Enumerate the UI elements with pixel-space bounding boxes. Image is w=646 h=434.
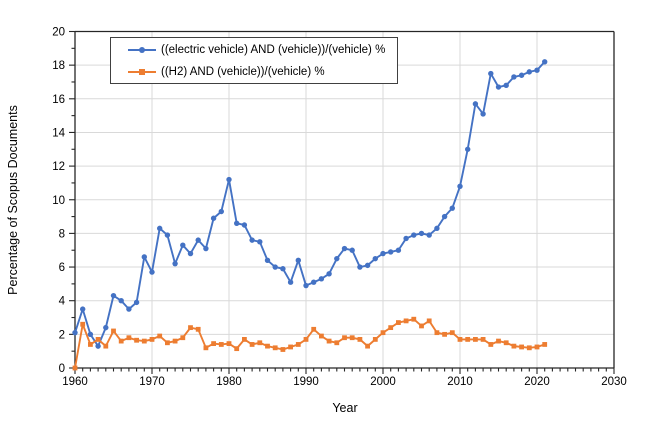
svg-text:1990: 1990 <box>293 376 319 388</box>
x-axis <box>74 367 615 374</box>
svg-text:10: 10 <box>52 195 65 207</box>
svg-text:2: 2 <box>59 329 65 341</box>
legend-label: ((H2) AND (vehicle))/(vehicle) % <box>161 65 325 78</box>
series-electric-vehicle <box>72 59 548 349</box>
svg-text:8: 8 <box>59 228 65 240</box>
x-axis-title: Year <box>332 401 358 415</box>
svg-text:2030: 2030 <box>601 376 627 388</box>
svg-text:20: 20 <box>52 27 65 39</box>
svg-text:4: 4 <box>59 296 66 308</box>
plot-border <box>75 30 615 368</box>
y-tick-labels: 0 2 4 6 8 10 12 14 16 18 20 <box>52 27 65 376</box>
legend: ((electric vehicle) AND (vehicle))/(vehi… <box>110 37 398 84</box>
svg-text:1980: 1980 <box>216 376 242 388</box>
svg-text:2020: 2020 <box>524 376 550 388</box>
series-h2 <box>72 316 548 371</box>
line-square-marker-icon <box>128 67 156 77</box>
svg-text:6: 6 <box>59 262 65 274</box>
legend-item-h2: ((H2) AND (vehicle))/(vehicle) % <box>128 62 397 81</box>
x-tick-labels: 1960 1970 1980 1990 2000 2010 2020 2030 <box>62 376 627 388</box>
gridlines <box>75 31 614 368</box>
line-circle-marker-icon <box>128 45 156 55</box>
svg-text:2000: 2000 <box>370 376 396 388</box>
svg-text:18: 18 <box>52 60 65 72</box>
legend-label: ((electric vehicle) AND (vehicle))/(vehi… <box>161 43 386 56</box>
y-axis-title: Percentage of Scopus Documents <box>6 105 20 295</box>
svg-text:14: 14 <box>52 127 65 139</box>
svg-text:16: 16 <box>52 94 65 106</box>
svg-text:1960: 1960 <box>62 376 88 388</box>
svg-text:2010: 2010 <box>447 376 473 388</box>
svg-text:12: 12 <box>52 161 65 173</box>
svg-text:1970: 1970 <box>139 376 165 388</box>
y-axis <box>69 30 76 369</box>
svg-text:0: 0 <box>59 363 65 375</box>
legend-item-electric-vehicle: ((electric vehicle) AND (vehicle))/(vehi… <box>128 40 397 59</box>
